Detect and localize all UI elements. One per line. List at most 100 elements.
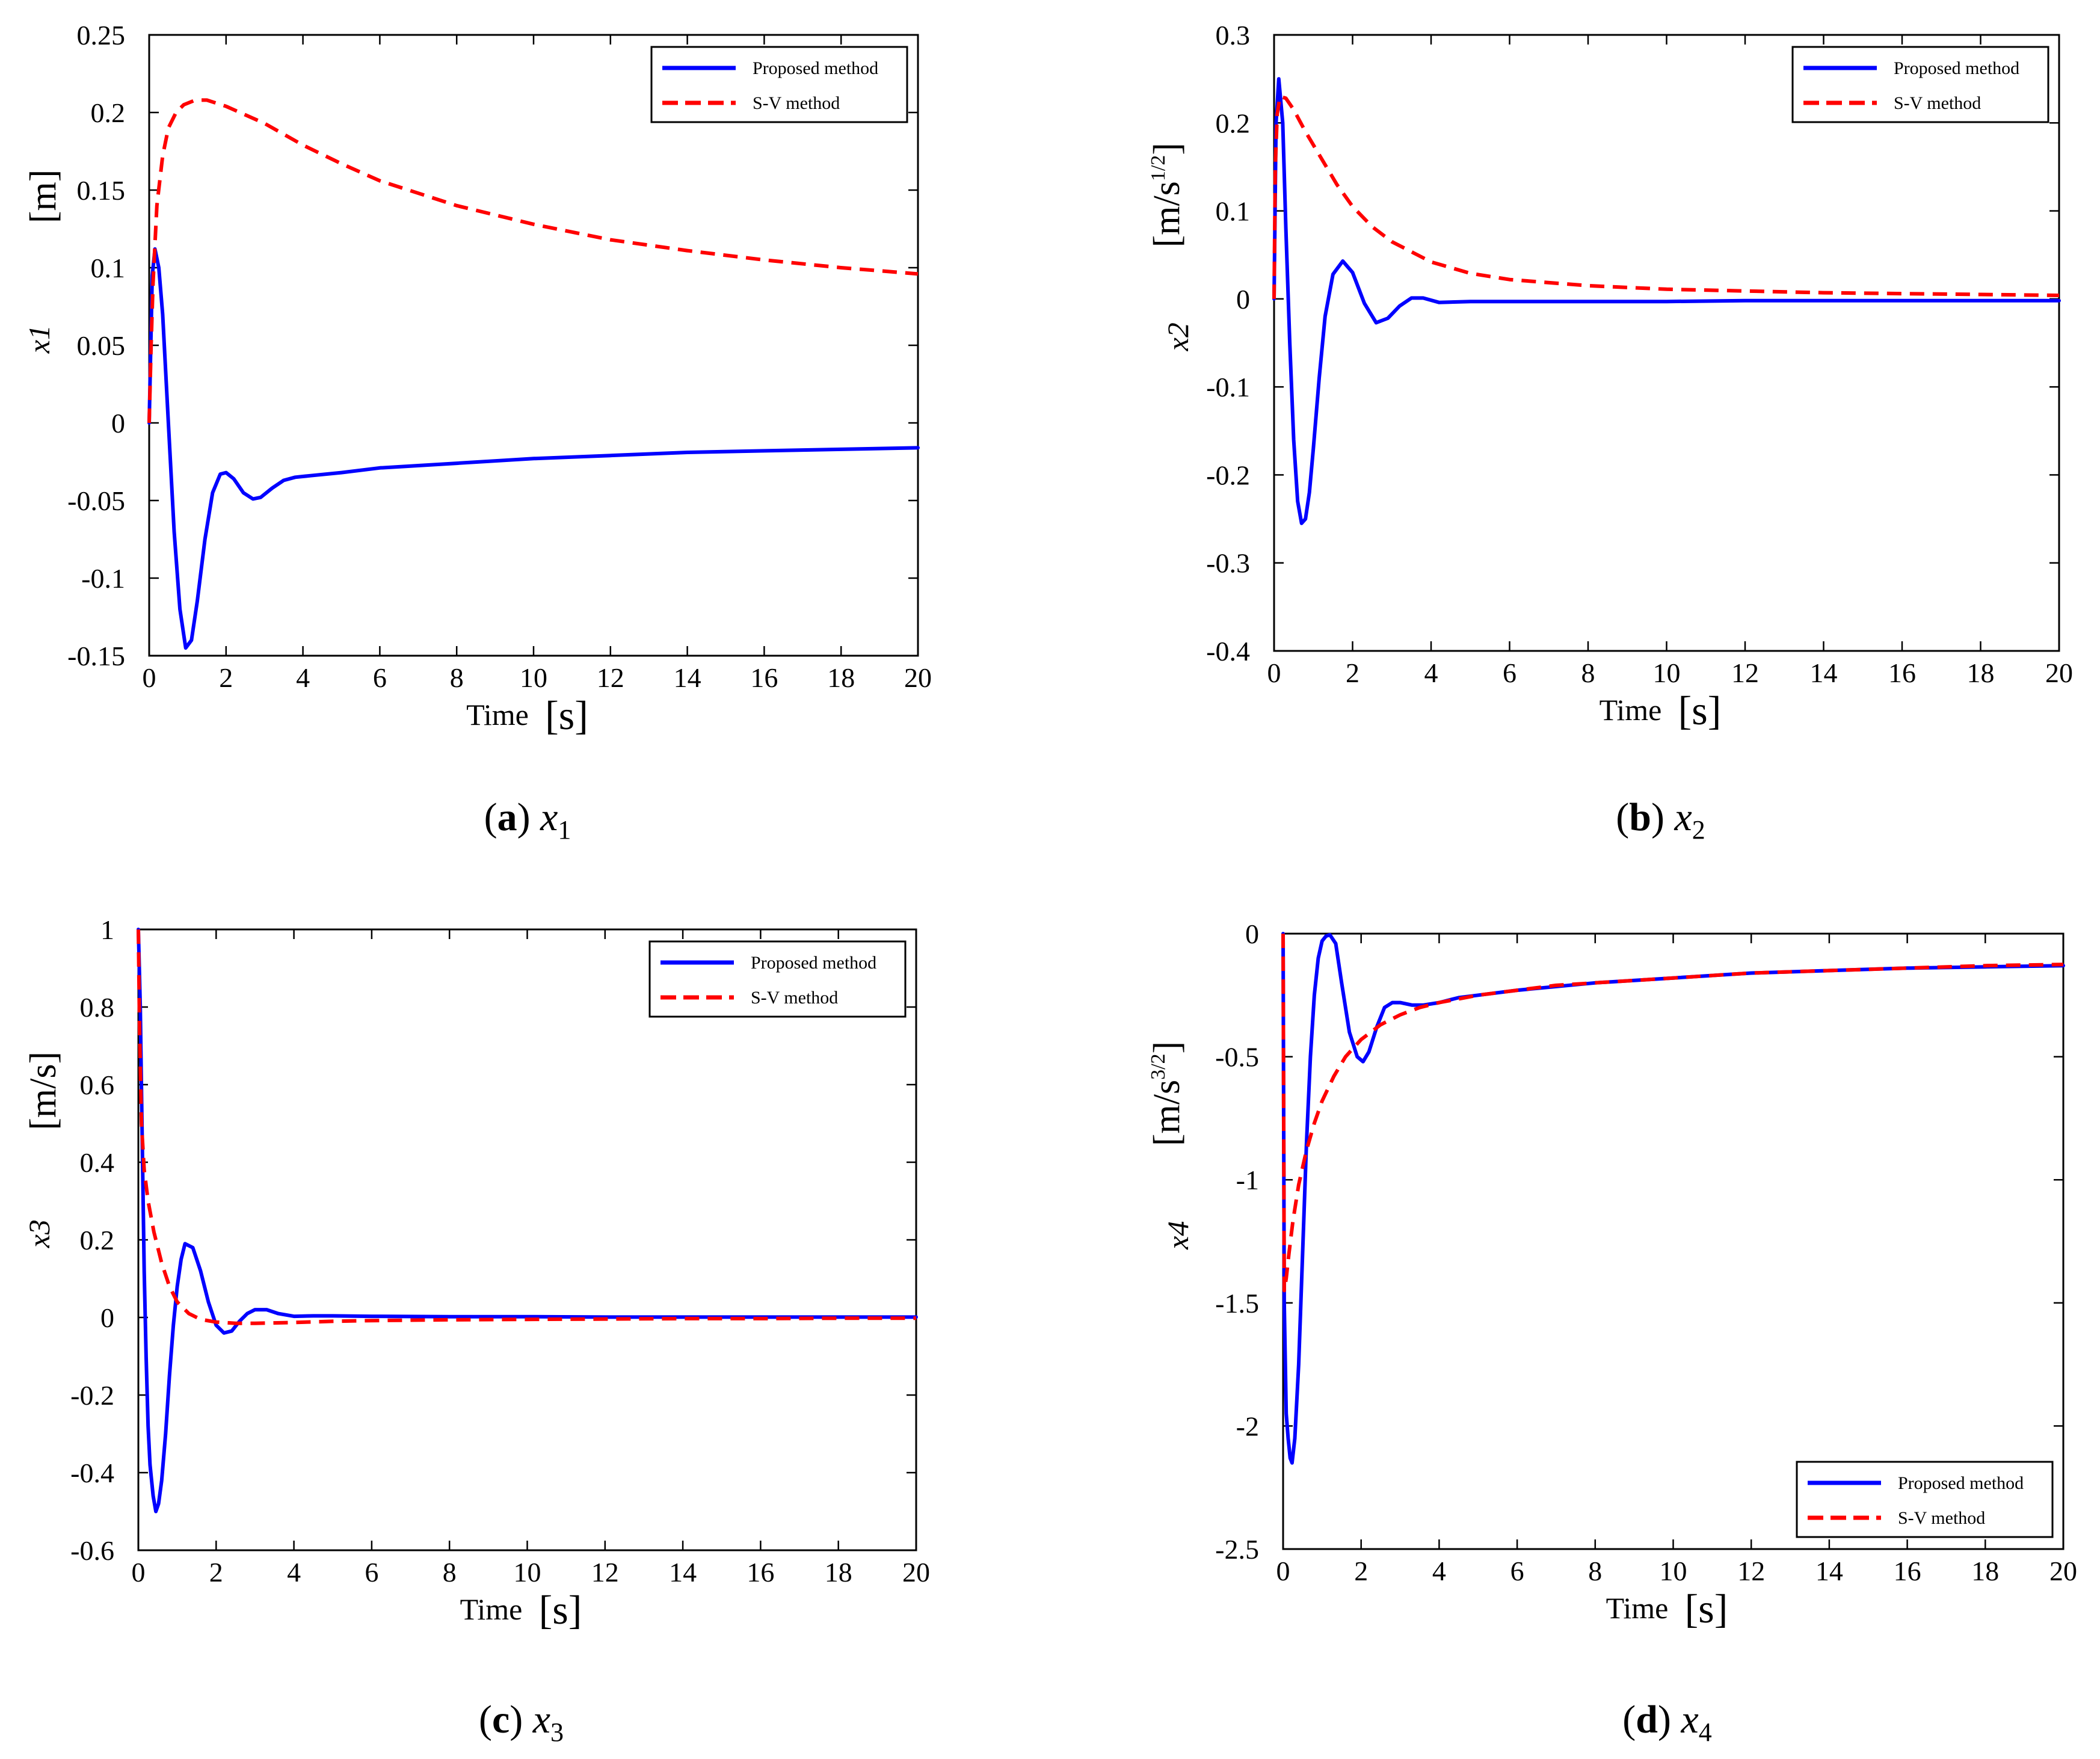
y-tick-label: 0.8 xyxy=(80,992,115,1023)
y-tick-label: 0 xyxy=(1236,284,1250,315)
plot-frame xyxy=(1282,932,2065,1550)
caption-var: x xyxy=(532,1698,550,1742)
sv-method-line xyxy=(137,929,916,1325)
proposed-method-line xyxy=(1281,932,2065,1465)
legend: Proposed method S-V method xyxy=(1791,46,2049,123)
x-tick-label: 14 xyxy=(674,662,701,693)
x-tick-label: 2 xyxy=(209,1557,223,1588)
plot-frame xyxy=(148,34,919,657)
x-axis-unit: [s] xyxy=(545,692,588,738)
y-axis-label: x1 xyxy=(22,325,56,354)
caption-var: x xyxy=(1680,1698,1698,1742)
caption-sub: 2 xyxy=(1692,815,1705,845)
legend-box xyxy=(650,46,908,123)
y-tick-label: 0.25 xyxy=(77,20,126,51)
y-tick-label: -1 xyxy=(1236,1165,1259,1195)
y-tick-label: 0.4 xyxy=(80,1147,115,1178)
x-tick-label: 12 xyxy=(1731,658,1759,688)
legend-label: S-V method xyxy=(1894,93,1981,113)
sv-method-line xyxy=(1281,933,2064,1293)
x-tick-label: 14 xyxy=(1815,1556,1843,1586)
caption-paren-open: ( xyxy=(1616,795,1629,839)
y-tick-label: -0.3 xyxy=(1206,548,1250,579)
x-tick-label: 8 xyxy=(1581,658,1595,688)
legend-label: S-V method xyxy=(1898,1508,1985,1528)
x-axis-label: Time xyxy=(1606,1591,1669,1625)
x-axis-unit: [s] xyxy=(1685,1586,1728,1631)
caption-letter: b xyxy=(1629,795,1651,839)
x-tick-label: 16 xyxy=(1888,658,1916,688)
x-tick-label: 18 xyxy=(827,662,855,693)
legend-label: Proposed method xyxy=(1894,58,2019,78)
x-tick-label: 0 xyxy=(1276,1556,1290,1586)
legend-label: S-V method xyxy=(753,93,840,113)
chart-a: 0 2 4 6 8 10 12 14 16 18 20 -0.15 -0.1 -0.05 0 0.05 0.1 0… xyxy=(22,20,932,845)
proposed-method-line xyxy=(147,247,920,650)
caption: (c) x3 xyxy=(479,1698,564,1747)
legend-label: Proposed method xyxy=(753,58,878,78)
y-tick-label: 0.05 xyxy=(77,330,126,361)
y-tick-label: -0.15 xyxy=(67,641,125,671)
x-tick-label: 12 xyxy=(591,1557,619,1588)
x-tick-label: 4 xyxy=(1424,658,1438,688)
y-tick-label: 0.3 xyxy=(1216,20,1251,51)
x-tick-label: 20 xyxy=(904,662,932,693)
caption-paren-open: ( xyxy=(484,795,497,839)
x-tick-label: 8 xyxy=(1588,1556,1602,1586)
x-tick-label: 6 xyxy=(365,1557,378,1588)
y-tick-label: -0.1 xyxy=(1206,372,1250,402)
legend-box xyxy=(1796,1461,2054,1538)
proposed-method-line xyxy=(137,928,918,1514)
y-tick-label: -0.1 xyxy=(81,563,125,594)
x-tick-label: 8 xyxy=(443,1557,457,1588)
plot-frame xyxy=(1273,34,2060,652)
y-tick-label: -2 xyxy=(1236,1411,1259,1441)
x-tick-label: 4 xyxy=(296,662,310,693)
x-tick-label: 10 xyxy=(520,662,547,693)
proposed-method-line xyxy=(1272,77,2061,525)
y-tick-label: 0.15 xyxy=(77,175,126,206)
y-tick-label: 0.2 xyxy=(80,1225,115,1255)
x-tick-label: 10 xyxy=(1660,1556,1687,1586)
caption: (a) x1 xyxy=(484,795,571,845)
legend-box xyxy=(1791,46,2049,123)
x-tick-label: 14 xyxy=(669,1557,697,1588)
caption: (b) x2 xyxy=(1616,795,1705,845)
sv-method-line xyxy=(147,98,919,424)
y-axis-unit-sup: 3/2 xyxy=(1147,1053,1169,1079)
y-axis-unit-text: [m/s xyxy=(1147,181,1187,247)
x-tick-label: 20 xyxy=(902,1557,930,1588)
legend: Proposed method S-V method xyxy=(648,940,907,1018)
x-tick-label: 6 xyxy=(1503,658,1516,688)
y-axis-label: x2 xyxy=(1161,322,1195,351)
x-tick-label: 2 xyxy=(1354,1556,1368,1586)
y-tick-label: -1.5 xyxy=(1215,1288,1259,1319)
caption-paren-close: ) xyxy=(510,1698,532,1742)
legend-label: Proposed method xyxy=(751,953,876,973)
y-tick-label: -0.2 xyxy=(70,1380,114,1411)
y-axis-label: x4 xyxy=(1161,1221,1195,1250)
caption-sub: 3 xyxy=(550,1717,564,1747)
x-tick-label: 6 xyxy=(373,662,387,693)
caption-paren-open: ( xyxy=(1622,1698,1636,1742)
caption-paren-close: ) xyxy=(517,795,540,839)
x-tick-label: 8 xyxy=(450,662,464,693)
x-tick-label: 16 xyxy=(1894,1556,1921,1586)
y-tick-label: 0.2 xyxy=(91,97,126,128)
y-axis-unit-text: [m/s xyxy=(1147,1080,1187,1146)
caption-letter: a xyxy=(497,795,517,839)
x-tick-label: 12 xyxy=(597,662,624,693)
y-axis-unit-text: [m] xyxy=(23,170,64,224)
caption: (d) x4 xyxy=(1622,1698,1711,1747)
x-tick-label: 10 xyxy=(1653,658,1681,688)
y-axis-unit: [m/s] xyxy=(23,1052,64,1130)
y-tick-label: 0.1 xyxy=(1216,196,1251,227)
x-tick-label: 4 xyxy=(1432,1556,1446,1586)
x-tick-label: 14 xyxy=(1810,658,1838,688)
x-tick-label: 12 xyxy=(1737,1556,1765,1586)
x-tick-label: 20 xyxy=(2045,658,2073,688)
x-tick-label: 18 xyxy=(825,1557,852,1588)
x-axis-label: Time xyxy=(466,698,529,732)
y-axis-unit-sup: 1/2 xyxy=(1147,155,1169,181)
caption-var: x xyxy=(1674,795,1692,839)
